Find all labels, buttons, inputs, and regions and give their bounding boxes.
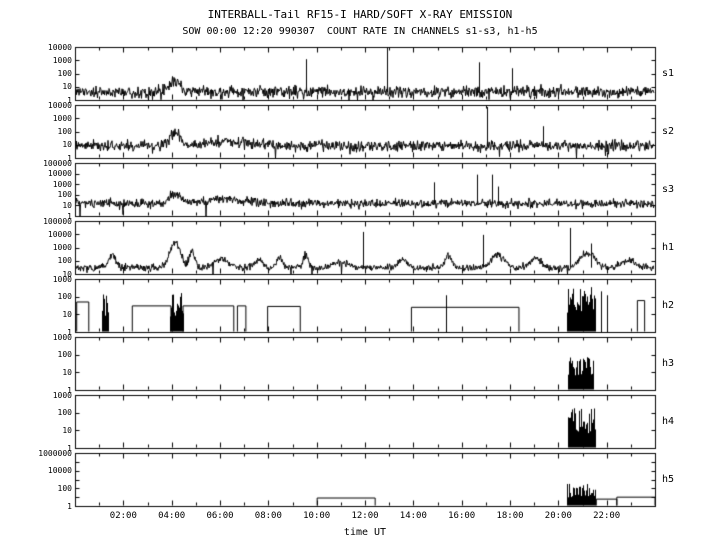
x-tick-label: 22:00	[593, 511, 621, 521]
x-tick-label: 04:00	[158, 511, 186, 521]
x-axis-label: time UT	[343, 527, 387, 538]
y-tick-label: 1000	[52, 390, 72, 400]
y-tick-label: 10	[62, 140, 72, 150]
x-tick-label: 08:00	[254, 511, 282, 521]
y-tick-label: 10	[62, 269, 72, 279]
y-tick-label: 100	[57, 127, 72, 136]
y-tick-label: 100	[57, 69, 72, 78]
y-tick-label: 10	[62, 425, 72, 435]
y-tick-label: 10	[62, 82, 72, 92]
y-tick-label: 1000	[52, 274, 72, 284]
panel-label: h3	[662, 357, 675, 369]
panel-label: h5	[662, 473, 675, 485]
y-tick-label: 1	[67, 501, 72, 511]
y-tick-label: 1000000	[38, 448, 72, 458]
y-tick-label: 1000	[52, 55, 72, 65]
x-tick-label: 12:00	[351, 511, 379, 521]
panel-label: s3	[662, 183, 675, 195]
y-tick-label: 100000	[43, 216, 72, 226]
panel-label: h1	[662, 241, 675, 253]
y-tick-label: 10	[62, 309, 72, 319]
y-tick-label: 100	[57, 408, 72, 418]
y-tick-label: 1000	[52, 113, 72, 123]
y-tick-label: 10000	[47, 42, 72, 52]
y-tick-label: 10000	[47, 229, 72, 239]
y-tick-label: 10000	[47, 100, 72, 110]
y-tick-label: 1	[67, 95, 72, 105]
panel-label: h2	[662, 299, 675, 311]
y-tick-label: 100	[57, 483, 72, 493]
y-tick-label: 10	[62, 367, 72, 377]
y-tick-label: 1	[67, 443, 72, 453]
panel-label: s2	[662, 125, 675, 137]
y-tick-label: 100000	[43, 158, 72, 168]
x-tick-label: 10:00	[303, 511, 331, 521]
x-tick-label: 20:00	[544, 511, 572, 521]
x-tick-label: 16:00	[448, 511, 476, 521]
x-tick-label: 14:00	[399, 511, 427, 521]
x-tick-label: 02:00	[109, 511, 137, 521]
y-tick-label: 1000	[52, 179, 72, 189]
y-tick-label: 1	[67, 153, 72, 163]
y-tick-label: 1	[67, 385, 72, 395]
y-tick-label: 10000	[47, 169, 72, 179]
y-tick-label: 100	[57, 292, 72, 302]
panel-label: h4	[662, 415, 675, 427]
y-tick-label: 1000	[52, 243, 72, 252]
y-tick-label: 100	[57, 190, 72, 200]
y-tick-label: 100	[57, 350, 72, 360]
y-tick-label: 1	[67, 211, 72, 221]
y-tick-label: 1000	[52, 332, 72, 342]
panel-label: s1	[662, 67, 675, 79]
x-tick-label: 06:00	[206, 511, 234, 521]
y-tick-label: 100	[57, 256, 72, 266]
x-tick-label: 18:00	[496, 511, 524, 521]
y-tick-label: 1	[67, 327, 72, 337]
y-tick-label: 10	[62, 200, 72, 210]
y-tick-label: 10000	[47, 466, 72, 476]
